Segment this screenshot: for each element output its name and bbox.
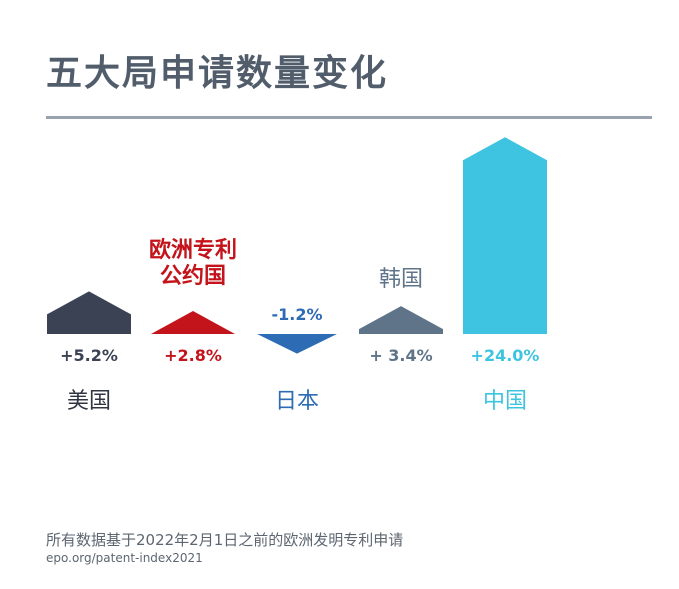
value-label-5: +24.0% xyxy=(471,346,540,365)
title-divider xyxy=(46,116,652,119)
category-label-1: 美国 xyxy=(67,389,111,414)
source-url: epo.org/patent-index2021 xyxy=(46,551,203,565)
category-label-5: 中国 xyxy=(483,389,527,414)
category-label-3: 日本 xyxy=(275,389,319,414)
category-label-2: 欧洲专利公约国 xyxy=(149,237,237,289)
value-label-4: + 3.4% xyxy=(369,346,432,365)
bar-5 xyxy=(463,137,547,334)
category-label-4: 韩国 xyxy=(379,267,423,292)
value-label-2: +2.8% xyxy=(164,346,222,365)
page-title: 五大局申请数量变化 xyxy=(46,53,389,94)
value-label-1: +5.2% xyxy=(60,346,118,365)
bar-1 xyxy=(47,291,131,334)
bar-4 xyxy=(359,306,443,334)
bar-3 xyxy=(257,334,337,354)
bar-2 xyxy=(151,311,235,334)
footnote: 所有数据基于2022年2月1日之前的欧洲发明专利申请 xyxy=(46,531,404,549)
value-label-3: -1.2% xyxy=(271,305,322,324)
